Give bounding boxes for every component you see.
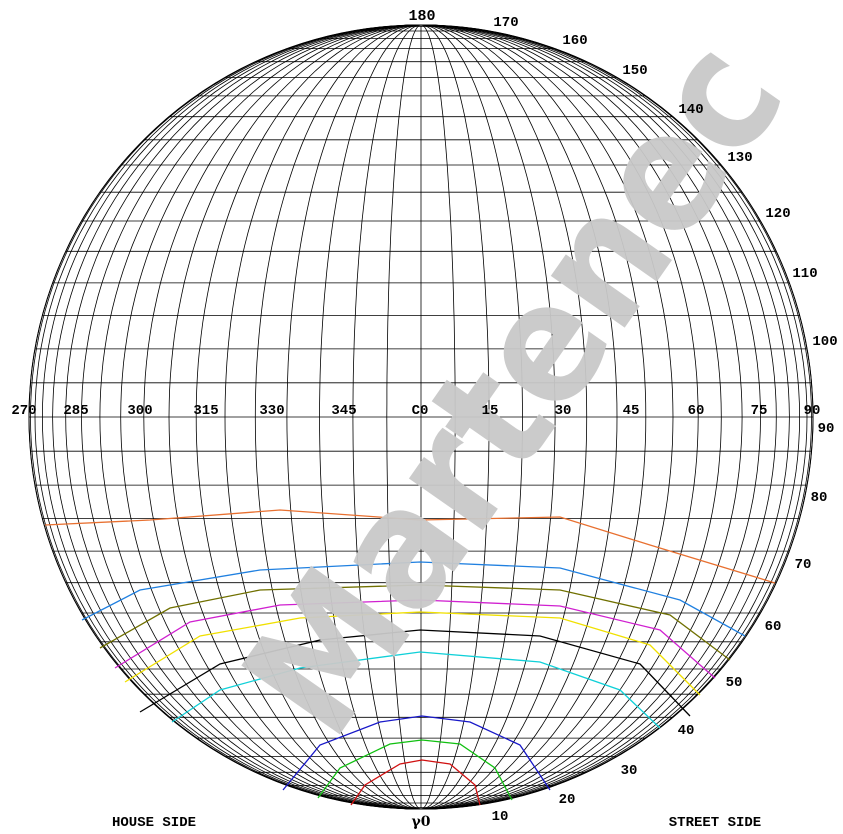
- angle-label-10: 10: [492, 809, 509, 825]
- iso-curve-8: [317, 739, 513, 801]
- angle-label-90: 90: [818, 421, 835, 437]
- angle-label-100: 100: [812, 334, 837, 350]
- c-plane-label-75: 75: [751, 403, 768, 419]
- angle-label-20: 20: [559, 792, 576, 808]
- angle-label-140: 140: [678, 102, 703, 118]
- iso-curve-1: [81, 561, 746, 637]
- iso-curve-9: [350, 759, 481, 806]
- grid-lines: [28, 24, 814, 810]
- c-plane-label-c0: C0: [412, 403, 429, 419]
- angle-label-110: 110: [792, 266, 817, 282]
- angle-label-70: 70: [795, 557, 812, 573]
- angle-label-80: 80: [811, 490, 828, 506]
- gamma-zero-label: γ0: [412, 814, 431, 830]
- house-side-caption: HOUSE SIDE: [112, 815, 196, 831]
- c-plane-label-15: 15: [482, 403, 499, 419]
- angle-label-170: 170: [493, 15, 518, 31]
- angle-label-150: 150: [622, 63, 647, 79]
- iso-curve-2: [99, 584, 731, 661]
- watermark-text: Martenec: [208, 7, 821, 768]
- c-plane-label-345: 345: [331, 403, 356, 419]
- angle-label-180: 180: [408, 8, 435, 25]
- watermark: Martenec: [208, 7, 821, 768]
- c-plane-label-300: 300: [127, 403, 152, 419]
- isocandela-curves: [44, 509, 776, 806]
- c-plane-label-60: 60: [688, 403, 705, 419]
- iso-curve-7: [282, 715, 551, 791]
- iso-curve-4: [124, 611, 701, 696]
- c-plane-label-330: 330: [259, 403, 284, 419]
- angle-label-130: 130: [727, 150, 752, 166]
- c-plane-label-30: 30: [555, 403, 572, 419]
- c-plane-label-285: 285: [63, 403, 88, 419]
- c-plane-label-45: 45: [623, 403, 640, 419]
- c-plane-label-90: 90: [804, 403, 821, 419]
- angle-label-120: 120: [765, 206, 790, 222]
- iso-curve-0: [44, 509, 776, 584]
- iso-curve-3: [114, 599, 716, 679]
- street-side-caption: STREET SIDE: [669, 815, 761, 831]
- angle-label-160: 160: [562, 33, 587, 49]
- angle-label-40: 40: [678, 723, 695, 739]
- iso-curve-6: [171, 651, 661, 729]
- c-plane-label-315: 315: [193, 403, 218, 419]
- angle-label-50: 50: [726, 675, 743, 691]
- c-plane-label-270: 270: [11, 403, 36, 419]
- angle-label-30: 30: [621, 763, 638, 779]
- angle-label-60: 60: [765, 619, 782, 635]
- iso-curve-5: [139, 629, 691, 717]
